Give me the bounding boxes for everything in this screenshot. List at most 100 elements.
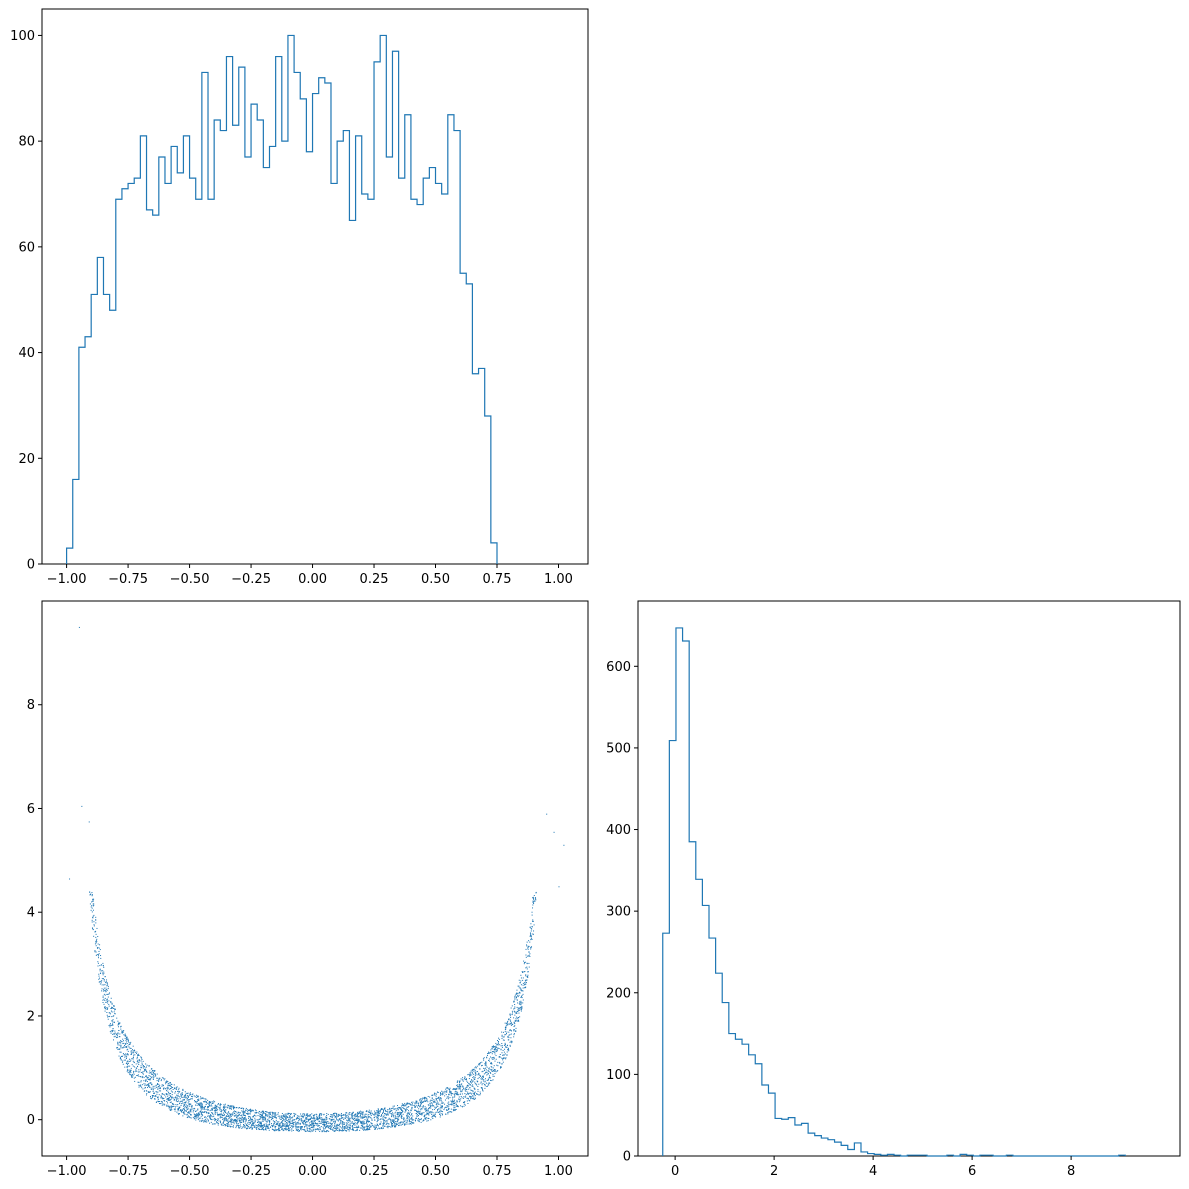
- scatter-point: [176, 1088, 178, 1090]
- scatter-point: [517, 1017, 519, 1019]
- scatter-point: [305, 1123, 307, 1125]
- scatter-point: [140, 1067, 142, 1069]
- scatter-point: [222, 1108, 224, 1110]
- scatter-point: [184, 1097, 186, 1099]
- scatter-point: [189, 1092, 191, 1094]
- scatter-point: [163, 1093, 165, 1095]
- histogram-y-step-line: [662, 627, 1126, 1157]
- scatter-point: [320, 1121, 322, 1123]
- scatter-point: [96, 927, 98, 929]
- scatter-point: [478, 1083, 480, 1085]
- scatter-point: [177, 1108, 179, 1110]
- scatter-point: [242, 1121, 244, 1123]
- scatter-point: [141, 1084, 143, 1086]
- scatter-point: [114, 1021, 116, 1023]
- scatter-point: [142, 1065, 144, 1067]
- scatter-point: [522, 977, 524, 979]
- scatter-point: [93, 898, 95, 900]
- scatter-point: [204, 1116, 206, 1118]
- scatter-point: [500, 1048, 502, 1050]
- scatter-point: [527, 947, 529, 949]
- scatter-point: [296, 1121, 298, 1123]
- scatter-point: [458, 1086, 460, 1088]
- scatter-point: [436, 1103, 438, 1105]
- scatter-point: [199, 1103, 201, 1105]
- scatter-point: [336, 1115, 338, 1117]
- scatter-point: [251, 1126, 253, 1128]
- scatter-point: [335, 1116, 337, 1118]
- scatter-point: [379, 1111, 381, 1113]
- scatter-point: [409, 1111, 411, 1113]
- scatter-point: [434, 1113, 436, 1115]
- scatter-point: [127, 1060, 129, 1062]
- scatter-point: [341, 1117, 343, 1119]
- scatter-point: [349, 1126, 351, 1128]
- scatter-point: [224, 1117, 226, 1119]
- scatter-point: [174, 1088, 176, 1090]
- scatter-point: [329, 1125, 331, 1127]
- scatter-point: [92, 915, 94, 917]
- scatter-point: [376, 1110, 378, 1112]
- scatter-point: [120, 1058, 122, 1060]
- scatter-point: [185, 1104, 187, 1106]
- scatter-point: [136, 1075, 138, 1077]
- scatter-point: [448, 1109, 450, 1111]
- scatter-point: [119, 1022, 121, 1024]
- scatter-point: [244, 1111, 246, 1113]
- scatter-point: [124, 1059, 126, 1061]
- scatter-point: [420, 1113, 422, 1115]
- scatter-point: [295, 1118, 297, 1120]
- scatter-point: [432, 1109, 434, 1111]
- scatter-point: [395, 1121, 397, 1123]
- scatter-point: [283, 1128, 285, 1130]
- scatter-point: [147, 1085, 149, 1087]
- scatter-point: [471, 1098, 473, 1100]
- scatter-point: [261, 1124, 263, 1126]
- scatter-point: [279, 1124, 281, 1126]
- scatter-point: [360, 1117, 362, 1119]
- scatter-point: [164, 1103, 166, 1105]
- scatter-point: [105, 987, 107, 989]
- scatter-point: [533, 895, 535, 897]
- scatter-point: [474, 1095, 476, 1097]
- scatter-point: [406, 1106, 408, 1108]
- scatter-point: [92, 917, 94, 919]
- scatter-point: [314, 1128, 316, 1130]
- histogram-x-xtick-label: −0.25: [231, 572, 271, 587]
- scatter-point: [359, 1116, 361, 1118]
- scatter-point: [282, 1123, 284, 1125]
- scatter-point: [323, 1129, 325, 1131]
- scatter-point: [469, 1096, 471, 1098]
- scatter-point: [285, 1127, 287, 1129]
- scatter-point: [244, 1124, 246, 1126]
- scatter-point: [192, 1093, 194, 1095]
- scatter-point: [416, 1111, 418, 1113]
- scatter-point: [91, 927, 93, 929]
- scatter-point: [437, 1102, 439, 1104]
- scatter-point: [362, 1128, 364, 1130]
- scatter-point: [323, 1113, 325, 1115]
- scatter-point: [454, 1110, 456, 1112]
- scatter-point: [287, 1113, 289, 1115]
- scatter-point: [323, 1122, 325, 1124]
- scatter-point: [112, 1021, 114, 1023]
- scatter-point: [169, 1085, 171, 1087]
- scatter-point: [382, 1111, 384, 1113]
- scatter-point: [279, 1123, 281, 1125]
- scatter-point: [290, 1117, 292, 1119]
- scatter-point: [387, 1109, 389, 1111]
- scatter-point: [95, 936, 97, 938]
- scatter-point: [117, 1042, 119, 1044]
- scatter-point: [524, 971, 526, 973]
- scatter-point: [104, 1006, 106, 1008]
- scatter-point: [489, 1082, 491, 1084]
- scatter-point: [366, 1128, 368, 1130]
- scatter-point: [326, 1118, 328, 1120]
- scatter-point: [515, 1016, 517, 1018]
- scatter-point: [519, 1001, 521, 1003]
- scatter-point: [149, 1086, 151, 1088]
- scatter-point: [427, 1117, 429, 1119]
- scatter-point: [146, 1076, 148, 1078]
- scatter-point: [527, 971, 529, 973]
- scatter-point: [558, 886, 560, 888]
